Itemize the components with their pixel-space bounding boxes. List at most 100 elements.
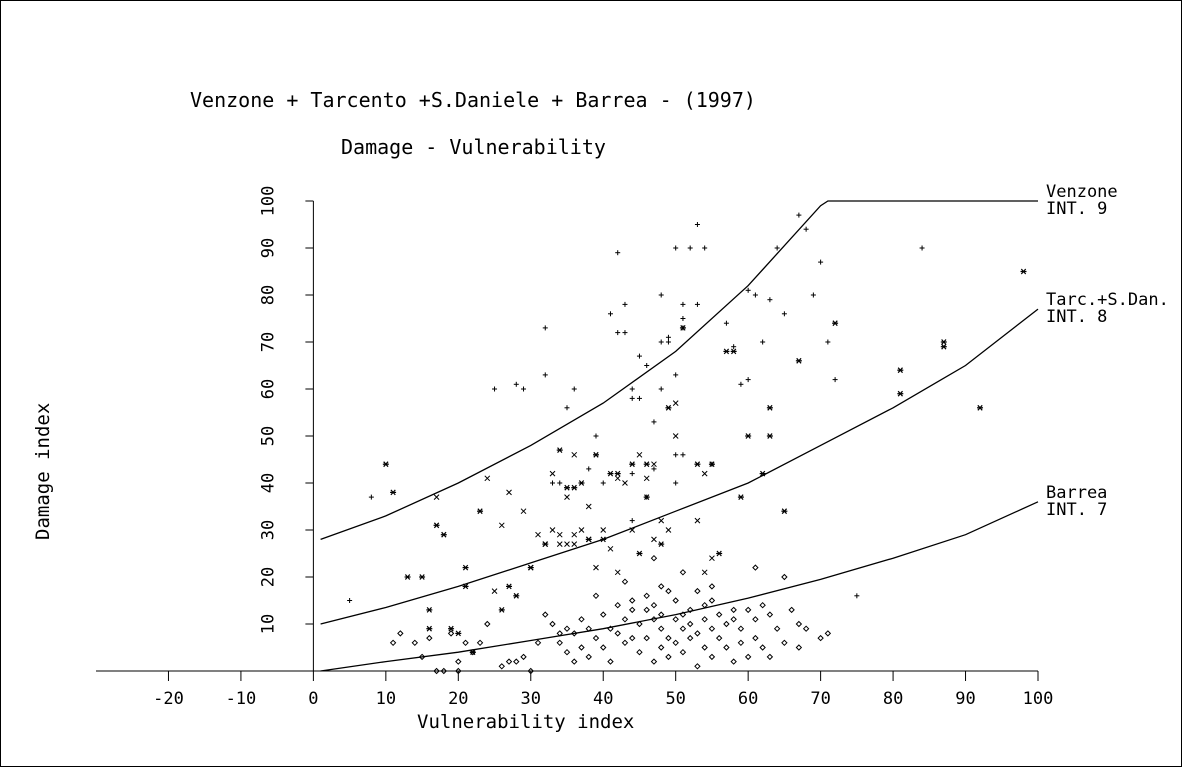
point-star: [440, 531, 447, 538]
point-diamond: [744, 606, 752, 614]
point-diamond: [455, 658, 462, 665]
point-star: [426, 625, 433, 632]
point-diamond: [672, 597, 679, 604]
curve-2: [320, 308, 1039, 625]
point-diamond: [708, 597, 716, 604]
point-cross: [556, 531, 563, 538]
point-diamond: [643, 634, 650, 642]
point-plus: [680, 301, 686, 307]
point-diamond: [607, 658, 614, 665]
point-cross: [520, 508, 527, 515]
point-star: [404, 574, 411, 580]
point-diamond: [788, 606, 795, 614]
point-plus: [745, 287, 751, 293]
point-diamond: [563, 625, 571, 632]
point-star: [636, 550, 643, 557]
point-diamond: [527, 667, 534, 675]
point-cross: [535, 531, 541, 538]
point-diamond: [730, 658, 737, 665]
point-diamond: [621, 639, 629, 647]
point-diamond: [737, 625, 745, 632]
point-plus: [825, 339, 831, 345]
point-diamond: [629, 606, 636, 614]
point-plus: [513, 381, 519, 387]
point-plus: [673, 480, 679, 486]
curve-1: [320, 200, 1038, 541]
point-star: [643, 461, 650, 468]
point-star: [679, 325, 686, 331]
point-plus: [673, 245, 679, 251]
y-tick-label: 70: [258, 332, 278, 352]
x-tick-label: 70: [810, 689, 830, 709]
point-plus: [593, 433, 599, 439]
point-diamond: [498, 663, 505, 670]
point-star: [556, 447, 563, 453]
point-cross: [571, 541, 578, 547]
point-diamond: [679, 569, 687, 576]
point-plus: [781, 311, 787, 317]
point-diamond: [657, 625, 665, 632]
point-plus: [557, 480, 563, 486]
point-diamond: [657, 611, 665, 618]
point-plus: [629, 386, 635, 392]
point-diamond: [723, 644, 730, 651]
point-plus: [629, 395, 635, 401]
point-cross: [600, 527, 607, 533]
point-star: [897, 390, 904, 397]
point-diamond: [759, 601, 766, 609]
point-diamond: [665, 653, 672, 661]
point-diamond: [708, 653, 716, 661]
point-diamond: [549, 620, 556, 628]
point-star: [1020, 268, 1027, 275]
point-plus: [651, 466, 657, 472]
point-diamond: [621, 616, 629, 623]
point-cross: [658, 517, 665, 524]
point-diamond: [592, 634, 600, 642]
point-star: [737, 494, 744, 500]
point-star: [506, 583, 513, 590]
point-cross: [614, 475, 621, 482]
point-diamond: [629, 597, 636, 604]
point-diamond: [672, 616, 679, 623]
point-plus: [680, 316, 686, 321]
point-cross: [636, 451, 643, 458]
point-diamond: [701, 616, 708, 623]
y-tick-label: 10: [258, 614, 278, 634]
point-cross: [643, 475, 650, 482]
point-diamond: [621, 578, 629, 585]
point-diamond: [520, 653, 527, 661]
curve-label-1: Venzone: [1046, 182, 1118, 202]
point-star: [643, 494, 650, 500]
point-diamond: [672, 639, 679, 647]
point-diamond: [708, 583, 716, 590]
point-cross: [651, 536, 657, 543]
point-diamond: [752, 564, 759, 571]
point-diamond: [694, 630, 701, 637]
point-diamond: [469, 648, 477, 656]
point-plus: [521, 386, 527, 392]
point-cross: [694, 517, 701, 524]
point-cross: [585, 503, 592, 510]
point-diamond: [571, 630, 578, 637]
curve-label-3: Barrea: [1046, 483, 1107, 503]
x-axis-label: Vulnerability index: [417, 711, 634, 733]
point-diamond: [752, 634, 759, 642]
point-star: [578, 480, 585, 486]
axes: -20 -10 0 10 20 30 40 50 60 70 80 90 100 10 20 30 40 50 60…: [96, 186, 1053, 709]
point-plus: [564, 405, 570, 411]
point-plus: [774, 245, 780, 251]
x-tick-label: 100: [1023, 689, 1054, 709]
point-star: [433, 522, 440, 529]
point-diamond: [592, 592, 600, 600]
x-tick-label: -10: [226, 689, 257, 709]
point-cross: [571, 451, 578, 458]
point-star: [455, 630, 462, 637]
point-cross: [578, 527, 585, 533]
point-plus: [752, 292, 758, 298]
point-cross: [629, 527, 636, 533]
point-diamond: [817, 634, 824, 642]
point-cross: [498, 522, 505, 529]
point-star: [462, 583, 469, 590]
x-tick-label: 40: [593, 689, 613, 709]
